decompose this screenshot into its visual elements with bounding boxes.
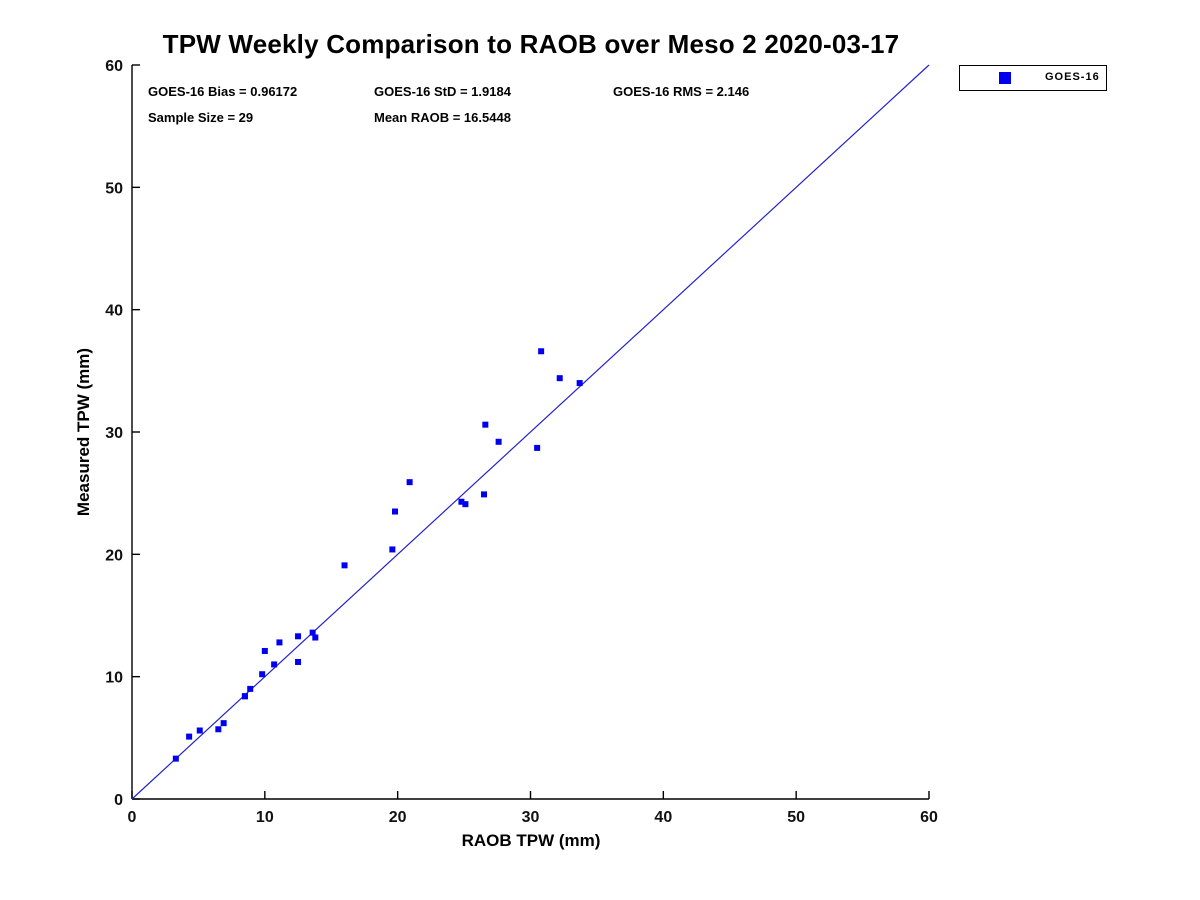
legend-box: GOES-16: [959, 65, 1107, 91]
data-point-marker: [534, 444, 541, 451]
y-tick-label: 50: [105, 180, 123, 197]
data-point-marker: [481, 491, 488, 498]
stat-rms: GOES-16 RMS = 2.146: [613, 84, 750, 99]
y-tick-label: 60: [105, 58, 123, 75]
data-point-marker: [538, 348, 545, 355]
y-tick-label: 10: [105, 670, 123, 687]
data-point-marker: [295, 658, 302, 665]
stat-std: GOES-16 StD = 1.9184: [374, 84, 511, 99]
legend-square-icon: [999, 72, 1011, 84]
y-axis-label: Measured TPW (mm): [74, 347, 93, 517]
x-axis-label: RAOB TPW (mm): [461, 831, 601, 850]
x-tick-label: 50: [787, 809, 805, 826]
stat-sample-size: Sample Size = 29: [148, 110, 254, 125]
data-point-marker: [312, 634, 319, 641]
data-point-marker: [556, 375, 563, 382]
data-point-marker: [247, 685, 254, 692]
data-point-marker: [259, 671, 266, 678]
data-point-marker: [295, 633, 302, 640]
data-point-marker: [271, 661, 278, 668]
data-point-marker: [186, 733, 193, 740]
data-point-marker: [215, 726, 222, 733]
data-point-marker: [196, 727, 203, 734]
data-point-marker: [462, 501, 469, 508]
stat-bias: GOES-16 Bias = 0.96172: [148, 84, 298, 99]
x-tick-label: 10: [256, 809, 274, 826]
x-tick-label: 0: [128, 809, 137, 826]
x-tick-label: 30: [522, 809, 540, 826]
data-point-marker: [172, 755, 179, 762]
x-tick-label: 60: [920, 809, 938, 826]
x-tick-label: 20: [389, 809, 407, 826]
x-tick-label: 40: [654, 809, 672, 826]
data-point-marker: [482, 421, 489, 428]
data-point-marker: [389, 546, 396, 553]
data-point-marker: [241, 693, 248, 700]
data-point-marker: [220, 720, 227, 727]
data-point-marker: [458, 498, 465, 505]
stat-mean-raob: Mean RAOB = 16.5448: [374, 110, 511, 125]
data-point-marker: [392, 508, 399, 515]
data-point-marker: [576, 380, 583, 387]
data-point-marker: [406, 479, 413, 486]
y-tick-label: 40: [105, 303, 123, 320]
y-tick-label: 20: [105, 547, 123, 564]
chart-title: TPW Weekly Comparison to RAOB over Meso …: [162, 29, 900, 59]
data-point-marker: [309, 629, 316, 636]
legend-label: GOES-16: [1045, 71, 1100, 83]
data-point-marker: [261, 647, 268, 654]
data-point-marker: [276, 639, 283, 646]
data-point-marker: [341, 562, 348, 569]
y-tick-label: 30: [105, 425, 123, 442]
y-tick-label: 0: [114, 792, 123, 809]
data-point-marker: [495, 438, 502, 445]
